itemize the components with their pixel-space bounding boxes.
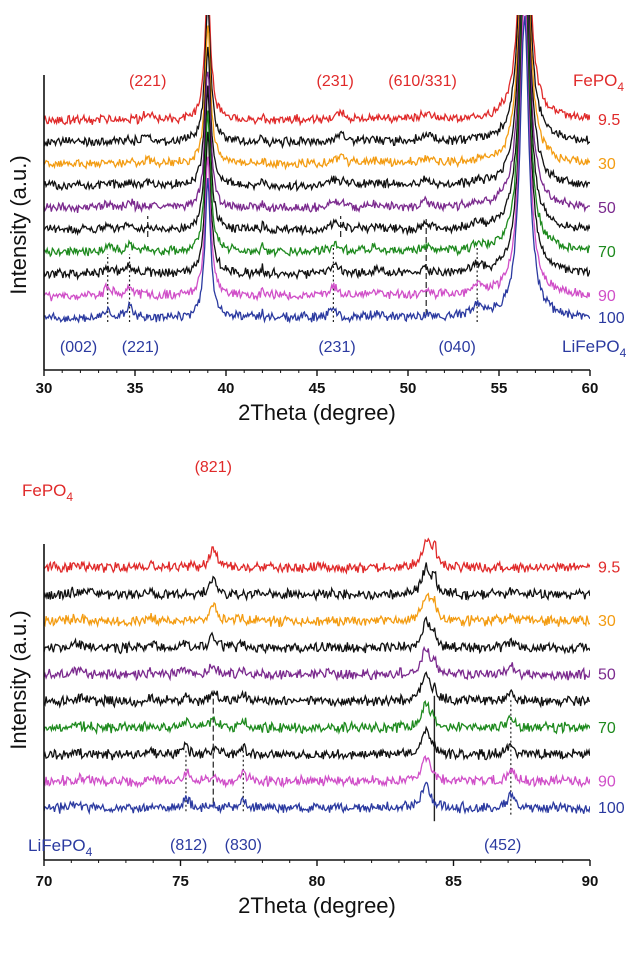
peak-annotation: (821) [195,459,232,476]
series-line [44,15,590,171]
series-line [44,15,590,150]
phase-label-fepo4: FePO4 [22,481,73,504]
series-line [44,754,590,789]
x-tick-label: 80 [309,873,326,890]
series-label: 100 [598,310,625,327]
series-label: 9.5 [598,112,620,129]
series-line [44,725,590,761]
series-line [44,15,590,259]
peak-annotation: (812) [170,837,207,854]
y-axis-label: Intensity (a.u.) [6,155,31,294]
peak-annotation: (231) [318,339,355,356]
x-tick-label: 50 [400,380,417,397]
series-label: 100 [598,800,625,817]
x-tick-label: 70 [36,873,53,890]
series-label: 30 [598,613,616,630]
series-line [44,15,590,281]
peak-annotation: (452) [484,837,521,854]
peak-annotation: (830) [225,837,262,854]
panel-top: 30 35 40 45 50 55 60 2Theta (degree) Intensity (… [6,15,627,425]
x-tick-label: 35 [127,380,144,397]
peak-annotation: (221) [122,339,159,356]
peak-annotation: (610/331) [388,73,457,90]
x-tick-label: 55 [491,380,508,397]
panel-bottom: 70 75 80 85 90 2Theta (degree) Intensity (a.u.… [6,459,625,918]
phase-label-lifepo4: LiFePO4 [28,836,93,859]
series-line [44,15,590,302]
series-label: 30 [598,156,616,173]
x-axis-label: 2Theta (degree) [238,400,396,425]
series-label: 9.5 [598,560,620,577]
series-label: 90 [598,288,616,305]
series-line [44,671,590,709]
series-line [44,537,590,575]
series-line [44,592,590,629]
series-label: 50 [598,667,616,684]
series-line [44,645,590,682]
series-label: 90 [598,773,616,790]
series-label: 50 [598,200,616,217]
series-label: 70 [598,720,616,737]
x-tick-label: 75 [172,873,189,890]
series-line [44,15,590,214]
series-label: 70 [598,244,616,261]
peak-annotation: (040) [438,339,475,356]
series-line [44,615,590,655]
series-line [44,15,590,324]
series-line [44,699,590,736]
x-axis-label: 2Theta (degree) [238,893,396,918]
phase-label-lifepo4: LiFePO4 [562,337,627,360]
series-line [44,15,590,237]
series-line [44,15,590,127]
x-tick-label: 60 [582,380,599,397]
x-tick-label: 85 [445,873,462,890]
x-tick-label: 90 [582,873,599,890]
x-tick-label: 40 [218,380,235,397]
peak-annotation: (231) [317,73,354,90]
y-axis-label: Intensity (a.u.) [6,610,31,749]
series-line [44,781,590,816]
phase-label-fepo4: FePO4 [573,71,624,94]
peak-annotation: (221) [129,73,166,90]
peak-annotation: (002) [60,339,97,356]
x-tick-label: 30 [36,380,53,397]
series-line [44,15,590,193]
series-line [44,562,590,602]
x-tick-label: 45 [309,380,326,397]
